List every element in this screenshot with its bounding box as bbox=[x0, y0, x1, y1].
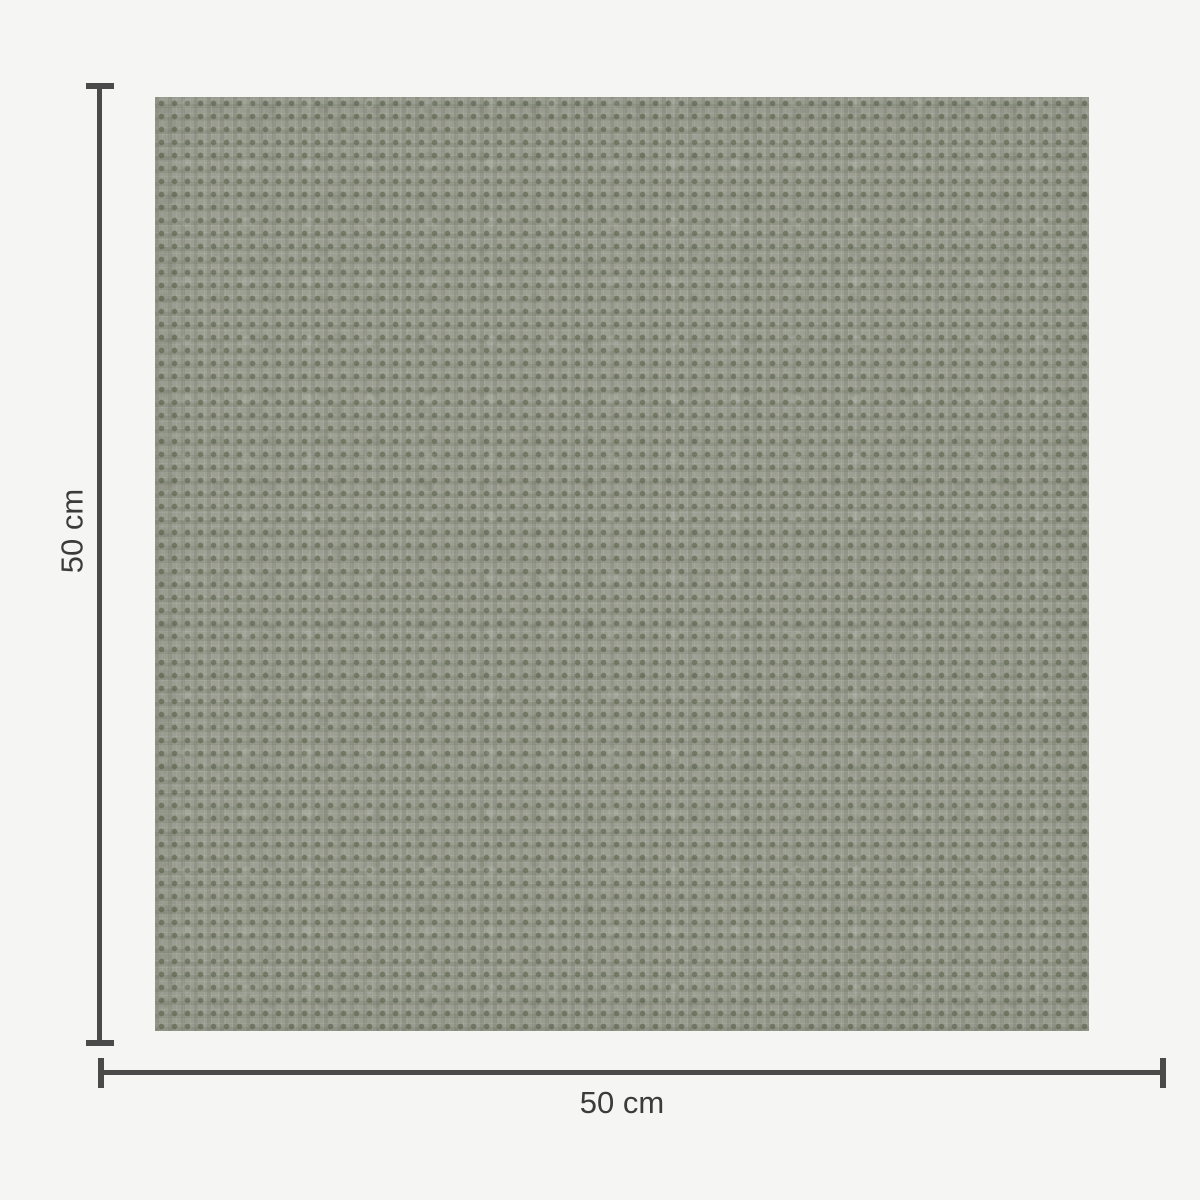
width-dimension-label: 50 cm bbox=[579, 1085, 665, 1120]
width-dimension-line bbox=[98, 1058, 1166, 1088]
fabric-swatch bbox=[155, 97, 1089, 1031]
height-dimension-line bbox=[86, 83, 114, 1046]
height-dimension-label: 50 cm bbox=[54, 488, 90, 574]
